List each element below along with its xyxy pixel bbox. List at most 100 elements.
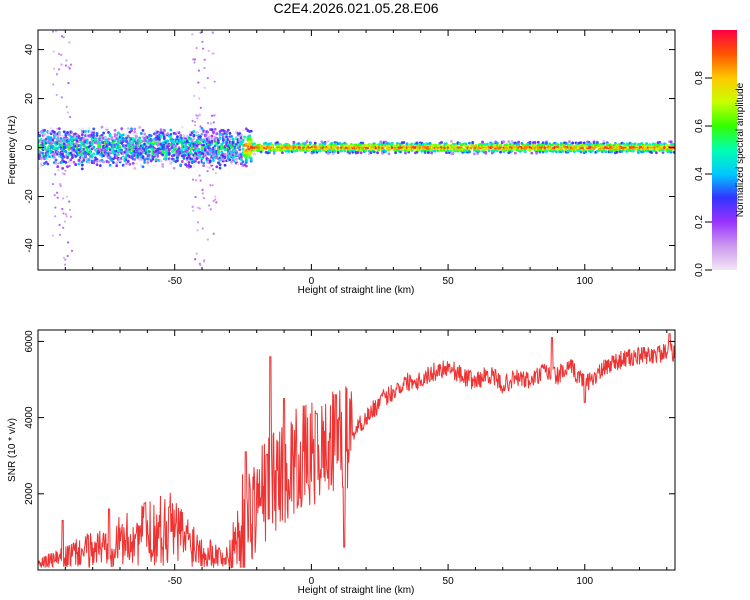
spectrogram-cell (502, 140, 506, 144)
spectrogram-cell (627, 143, 630, 147)
spectrogram-cell (141, 165, 145, 169)
spectrogram-cell (233, 146, 237, 150)
spectrogram-cell (53, 155, 56, 159)
spectrogram-cell (201, 192, 204, 195)
snr-x-tick-label: 100 (576, 576, 593, 587)
spectrogram-cell (199, 106, 202, 109)
spectrogram-cell (162, 136, 166, 140)
spectrogram-cell (231, 138, 235, 142)
spectrogram-cell (100, 166, 104, 169)
spectrogram-cell (71, 156, 74, 159)
spectrogram-cell (82, 147, 86, 151)
spectrogram-cell (212, 232, 215, 235)
spectrogram-cell (69, 115, 72, 119)
colorbar-tick-label: 0.8 (694, 71, 705, 85)
spectrogram-cell (70, 130, 73, 134)
spectrogram-cell (61, 134, 65, 138)
spectrogram-cell (366, 146, 370, 150)
spectrogram-cell (392, 144, 396, 148)
spectrogram-cell (633, 142, 637, 146)
spectrogram-cell (59, 134, 62, 137)
spectrogram-cell (130, 127, 133, 131)
spectrogram-cell (197, 161, 201, 164)
spectrogram-cell (595, 141, 599, 145)
spectrogram-cell (55, 73, 59, 76)
spectrogram-cell (238, 148, 242, 152)
spectrogram-cell (231, 141, 235, 145)
spectrogram-cell (305, 140, 309, 144)
spectrogram-cell (191, 205, 194, 208)
spectrogram-x-ticks: -50 0 50 100 (64, 30, 668, 287)
spectrogram-cell (208, 166, 211, 169)
spectrogram-cell (56, 127, 59, 130)
spectrogram-cell (95, 132, 99, 135)
spectrogram-cell (230, 160, 233, 164)
spectrogram-cell (217, 140, 220, 144)
spectrogram-cell (48, 155, 51, 159)
spectrogram-cell (196, 221, 200, 224)
spectrogram-cell (669, 140, 673, 144)
spectrogram-cell (65, 215, 68, 218)
spectrogram-cell (523, 149, 527, 153)
spectrogram-cell (394, 151, 397, 155)
spectrogram-cell (169, 162, 173, 165)
spectrogram-cell (65, 59, 68, 62)
spectrogram-plot: -50 0 50 100 -40 -20 0 20 40 Height of straight… (7, 29, 676, 296)
spectrogram-x-tick-label: 100 (576, 276, 593, 287)
spectrogram-cell (64, 161, 68, 164)
spectrogram-cell (209, 122, 213, 125)
spectrogram-cell (92, 152, 96, 156)
spectrogram-cell (107, 137, 110, 141)
spectrogram-cell (131, 161, 135, 165)
spectrogram-cell (201, 188, 204, 191)
spectrogram-cell (57, 52, 61, 56)
spectrogram-cell (66, 254, 69, 258)
spectrogram-cell (67, 82, 70, 85)
colorbar-tick-label: 0.6 (694, 119, 705, 133)
spectrogram-cell (80, 163, 84, 167)
spectrogram-cell (65, 195, 68, 198)
spectrogram-cell (151, 157, 155, 161)
spectrogram-cell (192, 137, 196, 141)
spectrogram-cell (57, 127, 61, 131)
spectrogram-cell (68, 67, 71, 70)
snr-series-line (38, 333, 675, 569)
spectrogram-cell (164, 155, 168, 159)
spectrogram-cell (579, 141, 583, 144)
spectrogram-cell (481, 140, 484, 144)
snr-y-label: SNR (10 * v/v) (7, 418, 18, 482)
spectrogram-cell (94, 156, 97, 160)
spectrogram-cell (108, 148, 112, 152)
spectrogram-cell (138, 136, 142, 140)
spectrogram-cell (67, 65, 70, 69)
spectrogram-cell (130, 129, 133, 133)
spectrogram-cell (248, 134, 252, 138)
spectrogram-cell (203, 58, 206, 61)
snr-y-ticks: 2000 4000 6000 (24, 330, 675, 505)
spectrogram-cell (198, 174, 201, 177)
spectrogram-cell (477, 149, 481, 153)
spectrogram-cell (536, 140, 540, 144)
spectrogram-cell (87, 160, 91, 164)
spectrogram-cell (125, 139, 128, 143)
spectrogram-cell (161, 153, 165, 157)
spectrogram-cell (192, 209, 195, 212)
spectrogram-cell (287, 143, 291, 147)
spectrogram-cell (241, 147, 245, 151)
spectrogram-cell (538, 150, 542, 154)
spectrogram-cell (133, 166, 137, 170)
spectrogram-cell (428, 141, 432, 145)
spectrogram-cell (162, 129, 166, 133)
spectrogram-cell (43, 128, 46, 132)
spectrogram-cell (166, 139, 169, 143)
spectrogram-cell (615, 150, 619, 154)
spectrogram-cell (159, 159, 163, 163)
spectrogram-cell (215, 201, 218, 204)
spectrogram-cell (110, 136, 114, 139)
spectrogram-cell (584, 150, 588, 154)
spectrogram-cell (602, 141, 606, 145)
spectrogram-cell (241, 128, 245, 132)
spectrogram-cell (530, 151, 534, 155)
spectrogram-cell (202, 143, 206, 147)
spectrogram-cell (100, 125, 104, 129)
